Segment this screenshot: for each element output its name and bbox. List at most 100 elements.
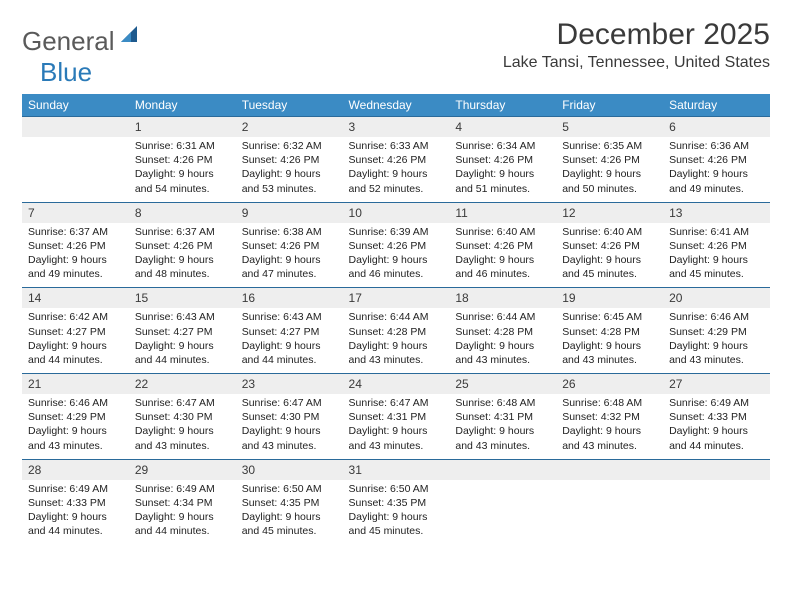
sunset-text: Sunset: 4:26 PM — [242, 153, 337, 167]
day-number: 8 — [129, 202, 236, 223]
sunset-text: Sunset: 4:31 PM — [349, 410, 444, 424]
day-cell: Sunrise: 6:34 AMSunset: 4:26 PMDaylight:… — [449, 137, 556, 202]
daylight-text: Daylight: 9 hours and 48 minutes. — [135, 253, 230, 281]
day-cell: Sunrise: 6:46 AMSunset: 4:29 PMDaylight:… — [22, 394, 129, 459]
sunset-text: Sunset: 4:32 PM — [562, 410, 657, 424]
sunrise-text: Sunrise: 6:32 AM — [242, 139, 337, 153]
day-number: 24 — [343, 374, 450, 395]
sunrise-text: Sunrise: 6:33 AM — [349, 139, 444, 153]
daylight-text: Daylight: 9 hours and 54 minutes. — [135, 167, 230, 195]
sunrise-text: Sunrise: 6:49 AM — [28, 482, 123, 496]
day-number: 2 — [236, 117, 343, 138]
sunset-text: Sunset: 4:30 PM — [242, 410, 337, 424]
sunrise-text: Sunrise: 6:45 AM — [562, 310, 657, 324]
daynum-row: 14151617181920 — [22, 288, 770, 309]
day-cell: Sunrise: 6:44 AMSunset: 4:28 PMDaylight:… — [343, 308, 450, 373]
day-number — [449, 459, 556, 480]
day-cell: Sunrise: 6:37 AMSunset: 4:26 PMDaylight:… — [129, 223, 236, 288]
title-block: December 2025 Lake Tansi, Tennessee, Uni… — [503, 18, 770, 72]
weekday-header: Wednesday — [343, 94, 450, 117]
day-cell: Sunrise: 6:45 AMSunset: 4:28 PMDaylight:… — [556, 308, 663, 373]
day-number: 23 — [236, 374, 343, 395]
day-cell: Sunrise: 6:49 AMSunset: 4:33 PMDaylight:… — [22, 480, 129, 545]
sunset-text: Sunset: 4:26 PM — [349, 239, 444, 253]
daylight-text: Daylight: 9 hours and 43 minutes. — [242, 424, 337, 452]
sunrise-text: Sunrise: 6:48 AM — [562, 396, 657, 410]
day-number: 9 — [236, 202, 343, 223]
logo: General Blue — [22, 18, 141, 88]
month-title: December 2025 — [503, 18, 770, 52]
daylight-text: Daylight: 9 hours and 52 minutes. — [349, 167, 444, 195]
sunset-text: Sunset: 4:35 PM — [242, 496, 337, 510]
day-cell: Sunrise: 6:41 AMSunset: 4:26 PMDaylight:… — [663, 223, 770, 288]
day-cell: Sunrise: 6:40 AMSunset: 4:26 PMDaylight:… — [556, 223, 663, 288]
day-number: 21 — [22, 374, 129, 395]
sunset-text: Sunset: 4:28 PM — [562, 325, 657, 339]
sunrise-text: Sunrise: 6:39 AM — [349, 225, 444, 239]
logo-sail-icon — [119, 31, 141, 48]
sunset-text: Sunset: 4:26 PM — [242, 239, 337, 253]
day-number: 15 — [129, 288, 236, 309]
sunrise-text: Sunrise: 6:31 AM — [135, 139, 230, 153]
day-cell — [556, 480, 663, 545]
detail-row: Sunrise: 6:49 AMSunset: 4:33 PMDaylight:… — [22, 480, 770, 545]
day-cell: Sunrise: 6:32 AMSunset: 4:26 PMDaylight:… — [236, 137, 343, 202]
sunset-text: Sunset: 4:34 PM — [135, 496, 230, 510]
sunrise-text: Sunrise: 6:47 AM — [135, 396, 230, 410]
daynum-row: 78910111213 — [22, 202, 770, 223]
sunrise-text: Sunrise: 6:49 AM — [135, 482, 230, 496]
sunrise-text: Sunrise: 6:40 AM — [455, 225, 550, 239]
daylight-text: Daylight: 9 hours and 44 minutes. — [135, 339, 230, 367]
day-cell: Sunrise: 6:40 AMSunset: 4:26 PMDaylight:… — [449, 223, 556, 288]
day-cell: Sunrise: 6:39 AMSunset: 4:26 PMDaylight:… — [343, 223, 450, 288]
day-cell: Sunrise: 6:38 AMSunset: 4:26 PMDaylight:… — [236, 223, 343, 288]
day-number: 1 — [129, 117, 236, 138]
sunrise-text: Sunrise: 6:37 AM — [28, 225, 123, 239]
day-cell: Sunrise: 6:50 AMSunset: 4:35 PMDaylight:… — [236, 480, 343, 545]
day-number: 30 — [236, 459, 343, 480]
sunset-text: Sunset: 4:27 PM — [28, 325, 123, 339]
sunrise-text: Sunrise: 6:44 AM — [349, 310, 444, 324]
weekday-header: Friday — [556, 94, 663, 117]
day-number — [663, 459, 770, 480]
day-cell: Sunrise: 6:44 AMSunset: 4:28 PMDaylight:… — [449, 308, 556, 373]
daylight-text: Daylight: 9 hours and 49 minutes. — [669, 167, 764, 195]
day-number: 14 — [22, 288, 129, 309]
logo-text-blue: Blue — [40, 57, 92, 87]
sunset-text: Sunset: 4:30 PM — [135, 410, 230, 424]
day-number: 3 — [343, 117, 450, 138]
location-text: Lake Tansi, Tennessee, United States — [503, 54, 770, 72]
daylight-text: Daylight: 9 hours and 50 minutes. — [562, 167, 657, 195]
daylight-text: Daylight: 9 hours and 45 minutes. — [562, 253, 657, 281]
daylight-text: Daylight: 9 hours and 43 minutes. — [135, 424, 230, 452]
day-cell: Sunrise: 6:46 AMSunset: 4:29 PMDaylight:… — [663, 308, 770, 373]
day-cell: Sunrise: 6:43 AMSunset: 4:27 PMDaylight:… — [236, 308, 343, 373]
day-cell: Sunrise: 6:35 AMSunset: 4:26 PMDaylight:… — [556, 137, 663, 202]
sunrise-text: Sunrise: 6:37 AM — [135, 225, 230, 239]
weekday-header-row: Sunday Monday Tuesday Wednesday Thursday… — [22, 94, 770, 117]
weekday-header: Monday — [129, 94, 236, 117]
daylight-text: Daylight: 9 hours and 43 minutes. — [455, 424, 550, 452]
daynum-row: 21222324252627 — [22, 374, 770, 395]
sunset-text: Sunset: 4:29 PM — [669, 325, 764, 339]
day-cell — [449, 480, 556, 545]
sunset-text: Sunset: 4:26 PM — [669, 239, 764, 253]
calendar-table: Sunday Monday Tuesday Wednesday Thursday… — [22, 94, 770, 544]
daylight-text: Daylight: 9 hours and 43 minutes. — [349, 339, 444, 367]
day-cell: Sunrise: 6:36 AMSunset: 4:26 PMDaylight:… — [663, 137, 770, 202]
daylight-text: Daylight: 9 hours and 49 minutes. — [28, 253, 123, 281]
sunrise-text: Sunrise: 6:47 AM — [349, 396, 444, 410]
day-number — [556, 459, 663, 480]
daylight-text: Daylight: 9 hours and 51 minutes. — [455, 167, 550, 195]
sunrise-text: Sunrise: 6:48 AM — [455, 396, 550, 410]
daynum-row: 28293031 — [22, 459, 770, 480]
sunrise-text: Sunrise: 6:41 AM — [669, 225, 764, 239]
weekday-header: Tuesday — [236, 94, 343, 117]
day-cell: Sunrise: 6:47 AMSunset: 4:30 PMDaylight:… — [129, 394, 236, 459]
daylight-text: Daylight: 9 hours and 43 minutes. — [455, 339, 550, 367]
day-cell — [663, 480, 770, 545]
sunrise-text: Sunrise: 6:38 AM — [242, 225, 337, 239]
sunset-text: Sunset: 4:26 PM — [562, 239, 657, 253]
sunset-text: Sunset: 4:35 PM — [349, 496, 444, 510]
day-number: 20 — [663, 288, 770, 309]
